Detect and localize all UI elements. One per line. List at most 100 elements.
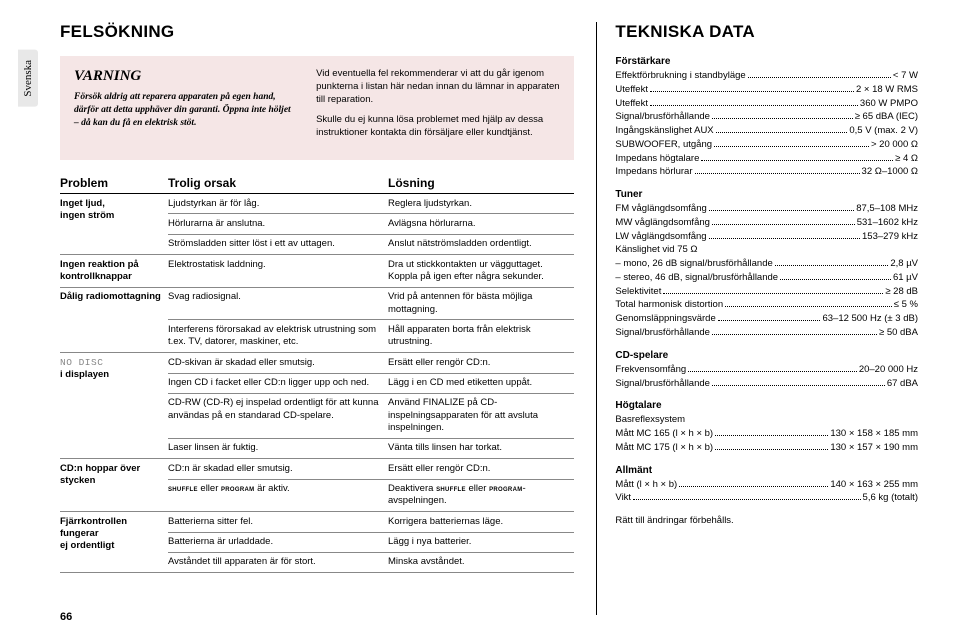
spec-value: ≥ 4 Ω [895,152,918,166]
page-content: FELSÖKNING VARNING Försök aldrig att rep… [0,0,954,635]
leader-dots [712,334,877,335]
leader-dots [650,91,854,92]
spec-row: Mått (l × h × b) 140 × 163 × 255 mm [615,478,918,492]
leader-dots [715,435,828,436]
spec-label: Mått (l × h × b) [615,478,677,492]
spec-section-head: CD-spelare [615,350,918,361]
spec-row: Signal/brusförhållande 67 dBA [615,377,918,391]
cause-cell: CD:n är skadad eller smutsig. [168,459,388,479]
leader-dots [748,77,891,78]
spec-row: – mono, 26 dB signal/brusförhållande 2,8 … [615,257,918,271]
spec-label: Signal/brusförhållande [615,110,710,124]
leader-dots [633,499,860,500]
problem-cell: Fjärrkontrollen fungerarej ordentligt [60,512,168,573]
solution-cell: Lägg i en CD med etiketten uppåt. [388,373,574,393]
spec-row: – stereo, 46 dB, signal/brusförhållande 6… [615,271,918,285]
spec-value: 0,5 V (max. 2 V) [849,124,918,138]
leader-dots [712,224,855,225]
spec-value: ≥ 65 dBA (IEC) [855,110,918,124]
spec-section: CD-spelareFrekvensomfång20–20 000 HzSign… [615,350,918,391]
solution-cell: Håll apparaten borta från elektrisk utru… [388,320,574,353]
spec-label: – stereo, 46 dB, signal/brusförhållande [615,271,778,285]
leader-dots [712,385,885,386]
spec-value: 140 × 163 × 255 mm [830,478,918,492]
spec-value: 67 dBA [887,377,918,391]
problem-cell: Ingen reaktion på kontrollknappar [60,255,168,288]
cause-cell: shuffle eller program är aktiv. [168,479,388,512]
leader-dots [650,105,858,106]
spec-row: LW våglängdsomfång 153–279 kHz [615,230,918,244]
spec-value: 2,8 µV [890,257,918,271]
spec-section: TunerFM våglängdsomfång87,5–108 MHzMW vå… [615,189,918,340]
spec-value: 153–279 kHz [862,230,918,244]
solution-cell: Korrigera batteriernas läge. [388,512,574,532]
cause-cell: Ingen CD i facket eller CD:n ligger upp … [168,373,388,393]
solution-cell: Vrid på antennen för bästa möjliga motta… [388,287,574,320]
spec-section-head: Förstärkare [615,56,918,67]
troubleshooting-column: FELSÖKNING VARNING Försök aldrig att rep… [60,22,574,615]
solution-cell: Avlägsna hörlurarna. [388,214,574,234]
solution-cell: Minska avståndet. [388,552,574,572]
spec-label: FM våglängdsomfång [615,202,706,216]
cause-cell: CD-RW (CD-R) ej inspelad ordentligt för … [168,393,388,438]
spec-value: ≤ 5 % [894,298,918,312]
spec-value: 5,6 kg (totalt) [863,491,918,505]
warning-body: Försök aldrig att reparera apparaten på … [74,91,296,129]
spec-row: FM våglängdsomfång 87,5–108 MHz [615,202,918,216]
spec-label: Uteffekt [615,97,648,111]
leader-dots [716,132,848,133]
spec-value: 20–20 000 Hz [859,363,918,377]
warning-title: VARNING [74,68,296,85]
solution-cell: Dra ut stickkontakten ur vägguttaget. Ko… [388,255,574,288]
cause-cell: Batterierna är urladdade. [168,532,388,552]
problem-cell: Inget ljud,ingen ström [60,194,168,255]
leader-dots [688,371,857,372]
spec-label: Signal/brusförhållande [615,326,710,340]
spec-label: – mono, 26 dB signal/brusförhållande [615,257,772,271]
solution-cell: Lägg i nya batterier. [388,532,574,552]
leader-dots [714,146,869,147]
spec-label: MW våglängdsomfång [615,216,710,230]
problem-cell: CD:n hoppar över stycken [60,459,168,512]
solution-cell: Vänta tills linsen har torkat. [388,438,574,458]
spec-row: Signal/brusförhållande ≥ 65 dBA (IEC) [615,110,918,124]
problem-cell: NO DISCi displayen [60,353,168,459]
warning-para-2: Skulle du ej kunna lösa problemet med hj… [316,114,560,140]
cause-cell: Ljudstyrkan är för låg. [168,194,388,214]
leader-dots [718,320,821,321]
spec-row: Signal/brusförhållande ≥ 50 dBA [615,326,918,340]
spec-row: Mått MC 165 (l × h × b)130 × 158 × 185 m… [615,427,918,441]
spec-row: Effektförbrukning i standbyläge< 7 W [615,69,918,83]
leader-dots [679,486,828,487]
col-cause: Trolig orsak [168,172,388,194]
spec-label: Total harmonisk distortion [615,298,723,312]
spec-label: Vikt [615,491,631,505]
spec-value: 87,5–108 MHz [856,202,918,216]
spec-row: Genomsläppningsvärde63–12 500 Hz (± 3 dB… [615,312,918,326]
spec-row: Ingångskänslighet AUX0,5 V (max. 2 V) [615,124,918,138]
spec-value: 2 × 18 W RMS [856,83,918,97]
solution-cell: Deaktivera shuffle eller program-avspeln… [388,479,574,512]
spec-value: ≥ 50 dBA [879,326,918,340]
spec-label: Impedans högtalare [615,152,699,166]
spec-value: 360 W PMPO [860,97,918,111]
cause-cell: Hörlurarna är anslutna. [168,214,388,234]
cause-cell: Strömsladden sitter löst i ett av uttage… [168,234,388,254]
spec-value: 61 µV [893,271,918,285]
cause-cell: Avståndet till apparaten är för stort. [168,552,388,572]
cause-cell: Laser linsen är fuktig. [168,438,388,458]
solution-cell: Reglera ljudstyrkan. [388,194,574,214]
spec-label: LW våglängdsomfång [615,230,706,244]
spec-row: Basreflexsystem [615,413,918,427]
solution-cell: Använd FINALIZE på CD-inspelningsapparat… [388,393,574,438]
cause-cell: Interferens förorsakad av elektrisk utru… [168,320,388,353]
leader-dots [701,160,893,161]
spec-section-head: Högtalare [615,400,918,411]
cause-cell: Elektrostatisk laddning. [168,255,388,288]
spec-row: Uteffekt 360 W PMPO [615,97,918,111]
spec-section: AllmäntMått (l × h × b)140 × 163 × 255 m… [615,465,918,506]
spec-row: Mått MC 175 (l × h × b)130 × 157 × 190 m… [615,441,918,455]
spec-label: Frekvensomfång [615,363,686,377]
spec-row: MW våglängdsomfång531–1602 kHz [615,216,918,230]
spec-label: Signal/brusförhållande [615,377,710,391]
